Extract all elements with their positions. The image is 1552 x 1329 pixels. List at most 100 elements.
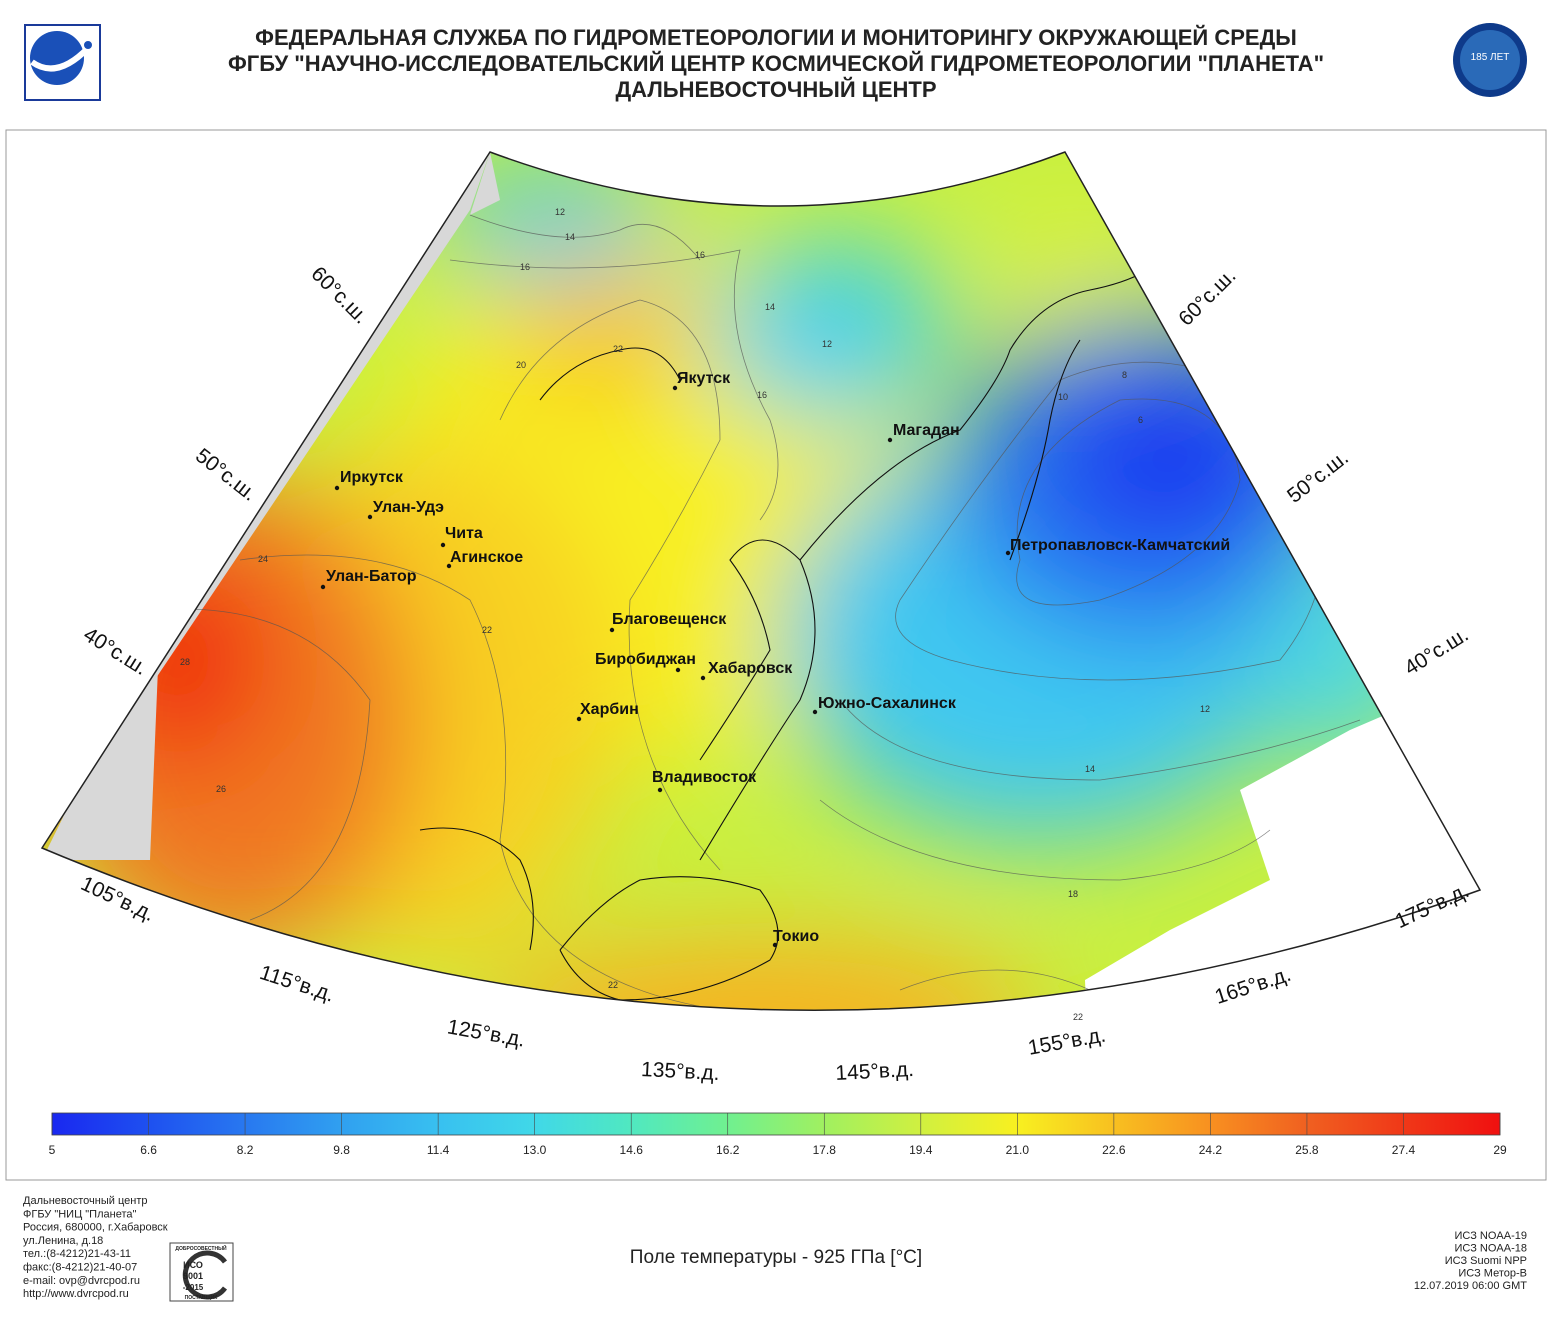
colorbar-segment [1306,1113,1404,1135]
badge-text: -2015 [183,1283,204,1292]
contour-label: 6 [1138,415,1143,425]
contour-label: 16 [520,262,530,272]
city-label: Улан-Удэ [373,499,444,516]
anniversary-logo: 185 ЛЕТ [1453,23,1527,97]
city-label: Владивосток [652,769,757,786]
address-line: http://www.dvrcpod.ru [23,1288,129,1300]
badge-text: ИСО [183,1260,203,1270]
city-dot [1005,550,1011,556]
longitude-label: 125°в.д. [445,1015,526,1051]
field-title: Поле температуры - 925 ГПа [°C] [630,1247,922,1268]
longitude-label: 155°в.д. [1026,1023,1107,1059]
temperature-field [42,152,1480,1011]
colorbar-tick-label: 22.6 [1102,1143,1126,1157]
longitude-label: 135°в.д. [641,1058,721,1085]
badge-text: 9001 [183,1271,203,1281]
colorbar-tick-label: 17.8 [813,1143,837,1157]
map-outline [40,151,1482,1012]
address-line: Россия, 680000, г.Хабаровск [23,1222,168,1234]
colorbar-tick-label: 5 [49,1143,56,1157]
city-dot [440,542,446,548]
map-frame [5,129,1547,1181]
city-label: Благовещенск [612,611,727,628]
agency-logo [24,24,101,101]
header-line: ФГБУ "НАУЧНО-ИССЛЕДОВАТЕЛЬСКИЙ ЦЕНТР КОС… [228,51,1324,76]
satellite-line: ИСЗ NOAA-18 [1455,1243,1528,1255]
city-label: Якутск [677,370,731,387]
contour-label: 26 [216,784,226,794]
latitude-label: 40°с.ш. [1400,623,1472,680]
city-label: Харбин [580,701,639,718]
header-line: ДАЛЬНЕВОСТОЧНЫЙ ЦЕНТР [616,77,937,102]
colorbar-tick-label: 14.6 [620,1143,644,1157]
badge-text: ПОСТАВЩИК [185,1295,219,1301]
longitude-label: 115°в.д. [257,961,337,1007]
contour-label: 22 [1073,1012,1083,1022]
latitude-label: 60°с.ш. [306,262,372,328]
contour-label: 12 [555,207,565,217]
address-line: тел.:(8-4212)21-43-11 [23,1248,131,1260]
city-dot [675,667,681,673]
latitude-label: 50°с.ш. [1283,446,1353,508]
satellite-line: ИСЗ Suomi NPP [1445,1255,1527,1267]
colorbar-segment [148,1113,246,1135]
contour-label: 10 [1058,392,1068,402]
city-dot [772,942,778,948]
city-dot [446,563,452,569]
iso-badge [169,1242,234,1302]
city-label: Чита [445,525,483,542]
latitude-label: 40°с.ш. [79,623,151,680]
city-dot [576,716,582,722]
city-dot [887,437,893,443]
city-dot [657,787,663,793]
city-dot [320,584,326,590]
contour-label: 8 [1122,370,1127,380]
address-line: Дальневосточный центр [23,1195,147,1207]
colorbar-tick-label: 24.2 [1199,1143,1223,1157]
colorbar-segment [1403,1113,1500,1135]
satellite-line: ИСЗ NOAA-19 [1455,1230,1528,1242]
address-line: факс:(8-4212)21-40-07 [23,1262,137,1274]
contour-label: 24 [258,554,268,564]
colorbar-tick-label: 27.4 [1392,1143,1416,1157]
badge-text: ДОБРОСОВЕСТНЫЙ [175,1244,227,1252]
colorbar-tick-label: 19.4 [909,1143,933,1157]
colorbar-tick-label: 16.2 [716,1143,740,1157]
longitude-label: 145°в.д. [835,1058,915,1085]
colorbar-segment [1210,1113,1307,1135]
colorbar-segment [245,1113,342,1135]
colorbar-tick-label: 6.6 [140,1143,157,1157]
colorbar-segment [1017,1113,1114,1135]
city-dot [700,675,706,681]
colorbar-tick-label: 13.0 [523,1143,547,1157]
colorbar-segment [920,1113,1018,1135]
city-label: Магадан [893,422,960,439]
city-dot [367,514,373,520]
header-line: ФЕДЕРАЛЬНАЯ СЛУЖБА ПО ГИДРОМЕТЕОРОЛОГИИ … [255,25,1297,50]
contour-label: 12 [1200,704,1210,714]
contour-label: 22 [608,980,618,990]
contour-label: 22 [482,625,492,635]
colorbar-tick-label: 21.0 [1006,1143,1030,1157]
colorbar-segment [1113,1113,1211,1135]
latitude-label: 60°с.ш. [1174,264,1240,330]
colorbar-tick-label: 29 [1493,1143,1507,1157]
logo-text: 185 ЛЕТ [1471,52,1510,63]
city-dot [609,627,615,633]
contour-label: 14 [765,302,775,312]
colorbar-segment [534,1113,632,1135]
city-label: Биробиджан [595,651,696,668]
contour-label: 16 [757,390,767,400]
contour-label: 18 [1068,889,1078,899]
contour-label: 12 [822,339,832,349]
city-label: Южно-Сахалинск [818,695,957,712]
colorbar-segment [341,1113,439,1135]
colorbar-tick-label: 8.2 [237,1143,254,1157]
colorbar-tick-label: 11.4 [427,1143,450,1157]
satellite-line: 12.07.2019 06:00 GMT [1414,1280,1527,1292]
city-dot [672,385,678,391]
city-label: Петропавловск-Камчатский [1010,537,1230,554]
colorbar-segment [727,1113,825,1135]
city-label: Хабаровск [708,660,793,677]
